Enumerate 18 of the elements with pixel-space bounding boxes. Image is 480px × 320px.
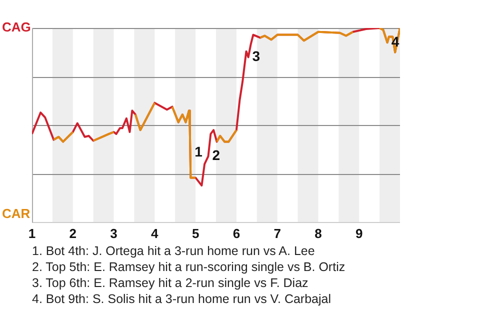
x-tick-label: 6 (232, 226, 240, 241)
annotation: 3 (252, 48, 260, 64)
annotation: 2 (212, 147, 220, 164)
text: 1. Bot 4th: J. Ortega hit a 3-run home run vs A. Lee (32, 243, 316, 259)
x-tick-label: 8 (314, 226, 322, 241)
text: 3. Top 6th: E. Ramsey hit a 2-run single vs F. Diaz (32, 275, 310, 291)
text: CAR (2, 206, 31, 221)
x-tick-label: 5 (192, 226, 200, 241)
x-tick-label: 7 (274, 226, 281, 241)
text: CAG (2, 20, 31, 35)
annotation: 1 (194, 143, 203, 160)
text: 4. Bot 9th: S. Solis hit a 3-run home run vs V. Carbajal (32, 291, 332, 307)
x-tick-label: 9 (355, 226, 363, 241)
text: 2. Top 5th: E. Ramsey hit a run-scoring single vs B. Ortiz (32, 259, 346, 275)
x-tick-label: 1 (28, 226, 36, 241)
x-tick-label: 2 (69, 226, 77, 241)
x-tick-label: 4 (151, 226, 160, 241)
x-tick-label: 3 (110, 226, 118, 241)
